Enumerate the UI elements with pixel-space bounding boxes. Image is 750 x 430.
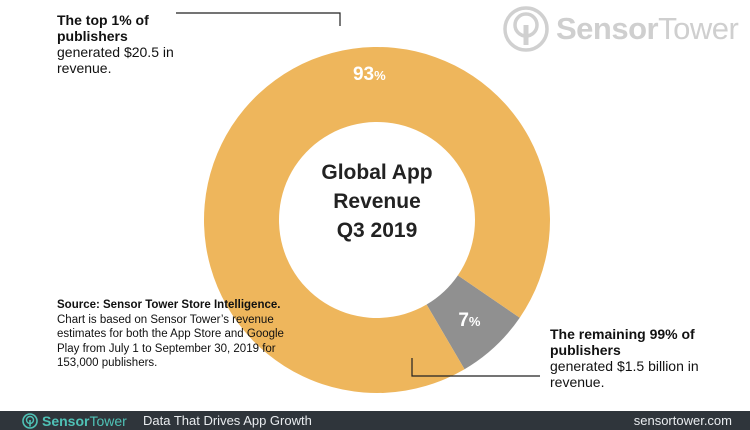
slice-label: 7% xyxy=(458,310,481,331)
donut-slice xyxy=(426,275,520,370)
brand-logo: SensorTower xyxy=(502,3,742,55)
footer-wordmark: SensorTower xyxy=(42,413,127,429)
slice-labels-group: 7% 93% xyxy=(353,64,481,331)
top-annotation-bold: The top 1% of publishers xyxy=(57,12,149,44)
chart-title-line: Q3 2019 xyxy=(336,219,418,242)
slices-group xyxy=(203,47,550,394)
footer-logo-icon xyxy=(22,413,38,429)
top-publishers-annotation: The top 1% of publishers generated $20.5… xyxy=(57,12,217,76)
chart-title-line: Revenue xyxy=(333,190,421,213)
bottom-annotation-text: generated $1.5 billion in revenue. xyxy=(550,358,699,390)
top-leader-line xyxy=(176,12,341,26)
source-note: Source: Sensor Tower Store Intelligence.… xyxy=(57,298,287,371)
chart-title: Global App Revenue Q3 2019 xyxy=(292,158,462,245)
source-bold: Source: Sensor Tower Store Intelligence. xyxy=(57,299,281,311)
source-text: Chart is based on Sensor Tower’s revenue… xyxy=(57,313,284,370)
slice-label: 93% xyxy=(353,64,386,85)
footer-tagline: Data That Drives App Growth xyxy=(143,413,312,428)
footer-logo: SensorTower xyxy=(22,413,127,429)
footer-bar: SensorTower Data That Drives App Growth … xyxy=(0,411,750,430)
bottom-leader-line xyxy=(411,358,540,377)
remaining-publishers-annotation: The remaining 99% of publishers generate… xyxy=(550,326,750,390)
donut-slice xyxy=(203,47,550,394)
top-annotation-text: generated $20.5 in revenue. xyxy=(57,44,174,76)
chart-title-line: Global App xyxy=(321,161,433,184)
bottom-annotation-bold: The remaining 99% of publishers xyxy=(550,326,695,358)
brand-wordmark: SensorTower xyxy=(556,11,739,46)
footer-url-link[interactable]: sensortower.com xyxy=(633,413,732,428)
sensor-tower-logo-icon xyxy=(503,6,549,52)
